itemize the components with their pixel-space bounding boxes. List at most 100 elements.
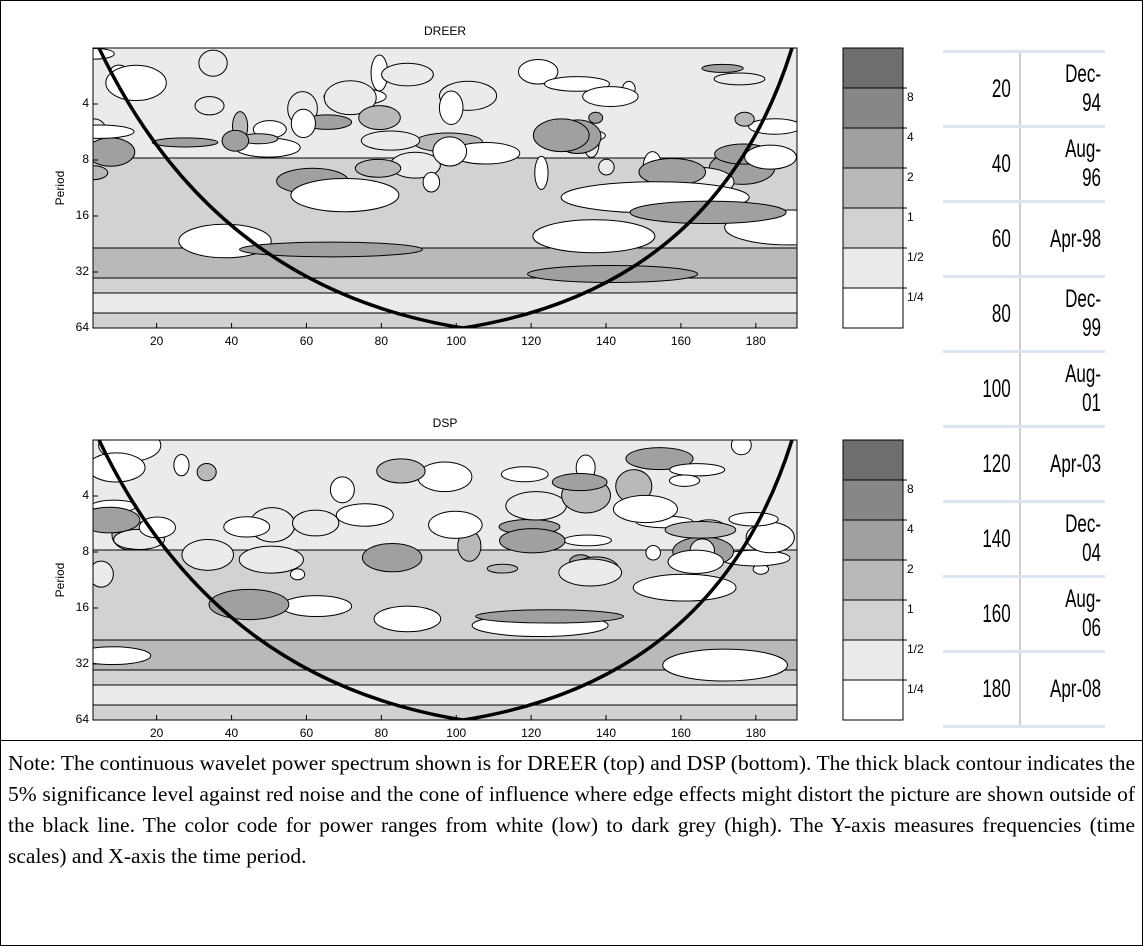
contour-region bbox=[330, 477, 354, 503]
x-tick-label: 60 bbox=[300, 334, 314, 348]
table-row: 40 Aug-96 bbox=[943, 128, 1105, 203]
contour-region bbox=[93, 685, 797, 705]
y-tick-label: 16 bbox=[76, 208, 90, 222]
contour-region bbox=[292, 510, 338, 536]
y-tick-label: 4 bbox=[82, 96, 89, 110]
y-tick-label: 64 bbox=[76, 712, 90, 726]
contour-region bbox=[239, 546, 303, 573]
contour-region bbox=[174, 454, 189, 475]
index-cell: 160 bbox=[943, 578, 1021, 650]
cell-text: Apr-08 bbox=[1050, 675, 1101, 704]
chart-title: DSP bbox=[433, 416, 458, 430]
contour-region bbox=[745, 145, 797, 169]
table-row: 60Apr-98 bbox=[943, 203, 1105, 278]
date-cell: Dec-94 bbox=[1021, 60, 1105, 118]
index-cell: 20 bbox=[943, 53, 1021, 125]
separator bbox=[0, 740, 1143, 741]
contour-region bbox=[729, 512, 778, 526]
cell-text: Aug-96 bbox=[1047, 135, 1101, 193]
x-tick-label: 120 bbox=[521, 726, 541, 740]
cell-text: Apr-03 bbox=[1050, 450, 1101, 479]
x-tick-label: 40 bbox=[225, 726, 239, 740]
colorbar-label: 8 bbox=[907, 482, 914, 496]
cell-text: Aug-01 bbox=[1047, 360, 1101, 418]
x-tick-label: 180 bbox=[746, 726, 766, 740]
date-cell: Aug-01 bbox=[1021, 360, 1105, 418]
note: Note: The continuous wavelet power spect… bbox=[8, 748, 1135, 872]
contour-region bbox=[535, 156, 548, 189]
contour-region bbox=[476, 610, 624, 623]
date-cell: Apr-08 bbox=[1021, 675, 1105, 704]
x-tick-label: 60 bbox=[300, 726, 314, 740]
contour-region bbox=[361, 131, 419, 150]
contour-region bbox=[552, 474, 607, 491]
cell-text: 60 bbox=[992, 225, 1011, 254]
contour-region bbox=[222, 130, 249, 151]
colorbar-swatch bbox=[843, 440, 903, 480]
contour-region bbox=[240, 242, 423, 257]
contour-region bbox=[209, 589, 289, 619]
contour-region bbox=[374, 606, 441, 632]
colorbar-swatch bbox=[843, 520, 903, 560]
index-cell: 120 bbox=[943, 428, 1021, 500]
cell-text: Dec-99 bbox=[1047, 285, 1101, 343]
colorbar-label: 8 bbox=[907, 90, 914, 104]
index-cell: 40 bbox=[943, 128, 1021, 200]
contour-region bbox=[533, 220, 655, 253]
cell-text: Aug-06 bbox=[1047, 585, 1101, 643]
contour-region bbox=[423, 172, 440, 192]
colorbar-label: 1 bbox=[907, 602, 914, 616]
index-cell: 100 bbox=[943, 353, 1021, 425]
x-tick-label: 20 bbox=[150, 334, 164, 348]
contour-region bbox=[669, 475, 699, 486]
contour-field bbox=[65, 48, 853, 328]
index-cell: 180 bbox=[943, 653, 1021, 725]
contour-region bbox=[533, 119, 589, 152]
colorbar-swatch bbox=[843, 208, 903, 248]
y-tick-label: 32 bbox=[76, 264, 90, 278]
x-tick-label: 100 bbox=[446, 334, 466, 348]
contour-region bbox=[665, 522, 736, 539]
contour-region bbox=[583, 87, 639, 107]
x-tick-label: 160 bbox=[671, 334, 691, 348]
contour-region bbox=[646, 546, 661, 560]
contour-region bbox=[199, 50, 227, 76]
contour-region bbox=[429, 511, 483, 538]
colorbar-label: 1/2 bbox=[907, 250, 924, 264]
cell-text: 180 bbox=[983, 675, 1011, 704]
x-tick-label: 80 bbox=[375, 334, 389, 348]
table-row: 80 Dec-99 bbox=[943, 278, 1105, 353]
contour-region bbox=[439, 91, 463, 124]
contour-region bbox=[663, 649, 788, 681]
cell-text: 80 bbox=[992, 300, 1011, 329]
contour-region bbox=[559, 559, 622, 586]
y-tick-label: 16 bbox=[76, 600, 90, 614]
colorbar-swatch bbox=[843, 168, 903, 208]
contour-region bbox=[599, 159, 615, 175]
contour-region bbox=[78, 49, 115, 60]
chart-title: DREER bbox=[424, 24, 466, 38]
contour-region bbox=[281, 596, 351, 617]
contour-region bbox=[613, 495, 677, 522]
colorbar-swatch bbox=[843, 48, 903, 88]
contour-region bbox=[182, 539, 234, 570]
colorbar-swatch bbox=[843, 88, 903, 128]
table-row: 100 Aug-01 bbox=[943, 353, 1105, 428]
y-tick-label: 64 bbox=[76, 320, 90, 334]
colorbar-label: 4 bbox=[907, 130, 914, 144]
x-tick-label: 180 bbox=[746, 334, 766, 348]
contour-region bbox=[224, 517, 270, 537]
index-cell: 60 bbox=[943, 203, 1021, 275]
table-row: 180 Apr-08 bbox=[943, 653, 1105, 728]
contour-region bbox=[93, 293, 797, 313]
contour-region bbox=[65, 125, 134, 138]
contour-region bbox=[362, 543, 421, 571]
contour-region bbox=[501, 467, 548, 482]
contour-region bbox=[714, 73, 765, 85]
colorbar-label: 1 bbox=[907, 210, 914, 224]
contour-region bbox=[87, 138, 135, 166]
contour-region bbox=[731, 436, 751, 455]
contour-region bbox=[195, 97, 224, 115]
